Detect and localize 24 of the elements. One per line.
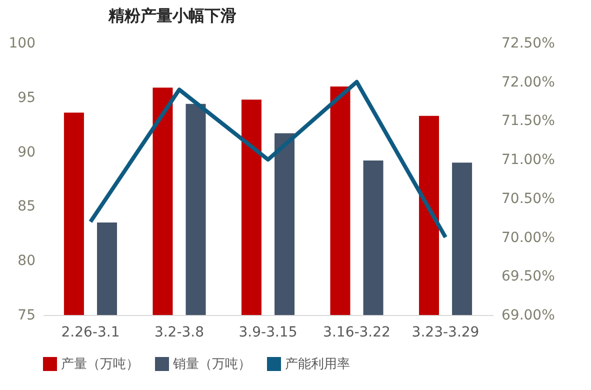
y-tick-label: 85 xyxy=(18,198,36,215)
line-series xyxy=(88,80,448,240)
y-tick-label: 90 xyxy=(18,144,36,160)
y2-tick-label: 71.00% xyxy=(502,152,555,168)
legend-label: 销量（万吨） xyxy=(172,357,251,372)
y2-tick-label: 70.00% xyxy=(502,230,555,246)
y-tick-label: 80 xyxy=(18,253,36,270)
y2-tick-label: 72.00% xyxy=(502,74,555,90)
x-tick-label: 3.23-3.29 xyxy=(412,324,480,340)
y-tick-label: 100 xyxy=(8,36,36,52)
y2-tick-label: 69.00% xyxy=(502,308,555,324)
y2-tick-label: 69.50% xyxy=(502,268,555,285)
y-tick-label: 95 xyxy=(18,90,36,106)
x-tick-label: 3.16-3.22 xyxy=(323,324,390,340)
chart-title: 精粉产量小幅下滑 xyxy=(107,6,236,25)
y2-tick-label: 71.50% xyxy=(502,113,555,130)
y2-tick-label: 72.50% xyxy=(502,36,555,52)
y-tick-label: 75 xyxy=(18,308,36,324)
legend-label: 产能利用率 xyxy=(285,356,350,372)
legend-label: 产量（万吨） xyxy=(61,357,139,372)
y2-tick-label: 70.50% xyxy=(502,190,555,207)
x-tick-label: 3.9-3.15 xyxy=(238,324,298,340)
x-tick-label: 2.26-3.1 xyxy=(61,324,120,340)
x-tick-label: 3.2-3.8 xyxy=(154,324,204,340)
